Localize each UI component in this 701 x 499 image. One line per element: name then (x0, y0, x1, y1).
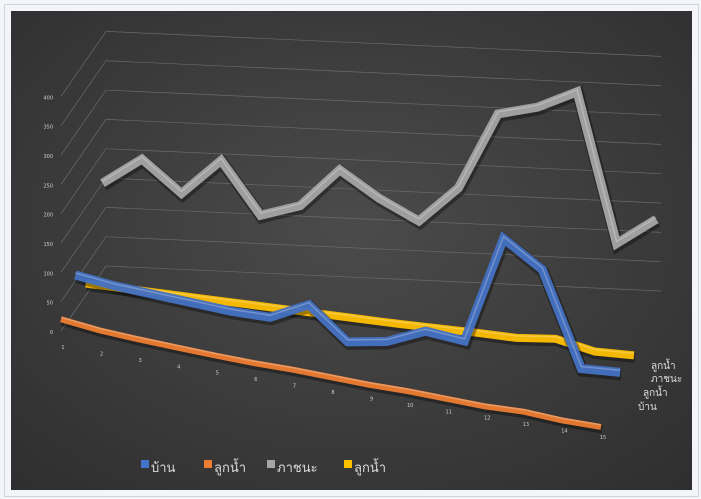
gridline (105, 119, 662, 145)
x-tick-label: 5 (216, 371, 219, 377)
x-tick-label: 1 (61, 345, 64, 351)
gridline (105, 265, 662, 292)
gridline (105, 148, 662, 175)
legend-label: ภาชนะ (277, 461, 318, 476)
series-line (60, 316, 602, 430)
series-line (100, 85, 659, 251)
side-gridline (60, 236, 107, 302)
side-gridline (60, 60, 107, 126)
series-2 (100, 85, 661, 255)
series-highlight (75, 235, 621, 372)
x-tick-label: 15 (600, 435, 606, 441)
y-tick-label: 300 (43, 154, 53, 160)
y-tick-label: 350 (43, 125, 53, 131)
side-gridline (60, 119, 107, 185)
gridline (105, 60, 662, 87)
x-tick-label: 13 (523, 422, 529, 428)
gridline (105, 236, 662, 263)
legend-swatch (267, 460, 275, 468)
y-tick-label: 200 (43, 213, 53, 219)
x-tick-label: 2 (100, 351, 103, 357)
x-tick-label: 8 (331, 390, 334, 396)
y-tick-label: 250 (43, 183, 53, 189)
legend-label: บ้าน (151, 461, 176, 476)
side-gridline (60, 31, 107, 97)
y-tick-label: 50 (47, 301, 53, 307)
side-gridline (60, 177, 107, 244)
legend-label: ลูกน้ำ (214, 458, 246, 476)
legend-swatch (204, 460, 212, 468)
depth-axis-label: ลูกน้ำ (643, 385, 668, 399)
x-tick-label: 11 (446, 409, 452, 415)
legend-swatch (141, 460, 149, 468)
x-tick-label: 9 (370, 396, 373, 402)
series-highlight (85, 280, 635, 355)
side-gridline (60, 148, 107, 214)
depth-axis-label: ภาชนะ (651, 374, 682, 385)
series-highlight (102, 88, 657, 243)
x-tick-label: 4 (177, 364, 180, 370)
x-tick-label: 6 (254, 377, 257, 383)
y-tick-label: 0 (50, 330, 53, 336)
y-tick-label: 400 (43, 95, 53, 101)
y-tick-label: 100 (43, 271, 53, 277)
series-1 (60, 316, 603, 434)
x-tick-label: 14 (561, 429, 567, 435)
gridline (105, 31, 662, 57)
series-line (74, 231, 621, 377)
side-gridline (60, 207, 107, 273)
series-highlight (60, 316, 602, 426)
x-tick-label: 10 (407, 403, 413, 409)
depth-axis-label: ลูกน้ำ (651, 358, 676, 372)
x-tick-label: 3 (139, 358, 142, 364)
chart-frame: 0 50 100 150 200 250 300 350 400 1 2 3 4 5 6 7 8 9 10 11 12 1… (4, 4, 699, 497)
gridline (105, 89, 662, 116)
legend-swatch (344, 460, 352, 468)
chart: 0501001502002503003504001234567891011121… (11, 11, 692, 490)
x-tick-label: 12 (484, 416, 490, 422)
series-0 (74, 230, 622, 381)
side-gridline (60, 89, 107, 156)
depth-axis-label: บ้าน (638, 401, 657, 413)
gridline (105, 207, 662, 233)
x-tick-label: 7 (293, 384, 296, 390)
legend-label: ลูกน้ำ (354, 458, 386, 476)
y-tick-label: 150 (43, 242, 53, 248)
